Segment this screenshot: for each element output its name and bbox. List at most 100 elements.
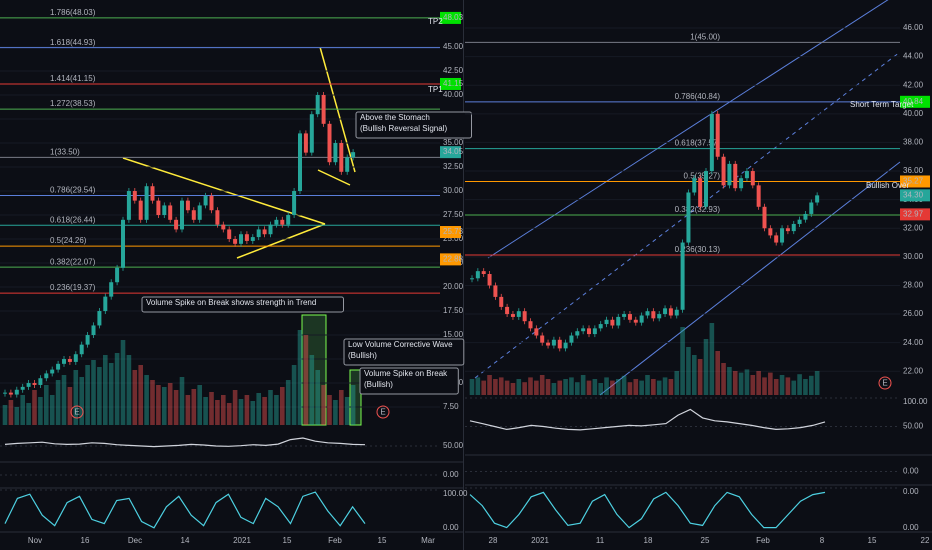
- volume-bar: [580, 375, 586, 395]
- fib-label: 1(45.00): [690, 32, 720, 41]
- volume-bar: [38, 397, 43, 425]
- volume-bar: [732, 371, 738, 395]
- price-tag: [900, 208, 930, 221]
- volume-bar: [209, 392, 214, 425]
- volume-bar: [61, 375, 67, 425]
- volume-bar: [773, 379, 779, 395]
- volume-bar: [339, 390, 344, 425]
- y-tick-label: 28.00: [903, 281, 924, 290]
- volume-bar: [692, 355, 697, 395]
- volume-bar: [132, 370, 138, 425]
- volume-bar: [226, 403, 232, 425]
- volume-bar: [221, 395, 226, 425]
- y-tick-label: 30.00: [443, 186, 464, 195]
- volume-bar: [656, 380, 662, 395]
- volume-bar: [309, 355, 315, 425]
- note-text: TP1: [428, 85, 443, 94]
- price-tag-label: 34.05: [443, 147, 464, 156]
- y-tick-label: 26.00: [903, 309, 924, 318]
- note-box: [355, 111, 472, 139]
- volume-bar: [563, 379, 568, 395]
- volume-bar: [487, 375, 492, 395]
- volume-bar: [779, 375, 785, 395]
- fib-label: 0.236(30.13): [675, 245, 721, 254]
- note-text: Above the Stomach: [360, 113, 430, 122]
- volume-bar: [516, 379, 522, 395]
- volume-bar: [575, 382, 580, 395]
- volume-bar: [610, 380, 615, 395]
- volume-bar: [333, 400, 338, 425]
- y-tick-label: 30.00: [903, 252, 924, 261]
- x-tick-label: 15: [283, 536, 292, 545]
- volume-bar: [185, 395, 191, 425]
- volume-bar: [297, 330, 303, 425]
- volume-bar: [315, 370, 320, 425]
- volume-bar: [250, 401, 256, 425]
- y-tick-label: 20.00: [443, 282, 464, 291]
- fib-label: 1.618(44.93): [50, 38, 96, 47]
- volume-bar: [144, 375, 149, 425]
- y-tick-label: 22.00: [903, 366, 924, 375]
- osc-tick-label: 0.00: [903, 487, 919, 496]
- osc-line: [4, 437, 366, 448]
- volume-bar: [686, 347, 691, 395]
- volume-bar: [191, 389, 197, 425]
- fib-label: 0.5(24.26): [50, 236, 87, 245]
- earnings-marker: [878, 376, 892, 390]
- fib-label: 0.786(29.54): [50, 186, 96, 195]
- osc-line: [469, 491, 826, 529]
- volume-bar: [809, 375, 814, 395]
- volume-bar: [475, 377, 481, 395]
- volume-bar: [534, 380, 539, 395]
- volume-bar: [20, 395, 25, 425]
- x-tick-label: Feb: [756, 536, 770, 545]
- volume-bar: [639, 380, 644, 395]
- volume-bar: [645, 375, 650, 395]
- volume-bar: [721, 363, 726, 395]
- price-tag-label: 32.97: [903, 209, 924, 218]
- fib-label: 0.382(32.93): [675, 205, 721, 214]
- volume-bar: [14, 407, 20, 425]
- x-tick-label: 16: [81, 536, 90, 545]
- note-text: (Bullish): [348, 351, 377, 360]
- volume-bar: [291, 365, 297, 425]
- fib-label: 0.618(37.57): [675, 139, 721, 148]
- volume-bar: [156, 385, 161, 425]
- volume-bar: [744, 369, 750, 395]
- volume-bar: [504, 380, 510, 395]
- volume-bar: [633, 379, 639, 395]
- x-tick-label: Nov: [28, 536, 42, 545]
- y-tick-label: 40.00: [443, 90, 464, 99]
- volume-bar: [586, 380, 592, 395]
- volume-bar: [627, 382, 633, 395]
- volume-bar: [350, 385, 356, 425]
- note-box: [343, 338, 465, 366]
- volume-bar: [668, 379, 674, 395]
- note-text: Bullish Over: [866, 181, 909, 190]
- volume-bar: [197, 385, 202, 425]
- volume-bar: [604, 377, 609, 395]
- fib-label: 0.236(19.37): [50, 283, 96, 292]
- volume-bar: [126, 355, 132, 425]
- x-tick-label: Dec: [128, 536, 142, 545]
- note-box: [359, 367, 459, 395]
- volume-bar: [173, 390, 179, 425]
- price-tag-label: 34.30: [903, 190, 924, 199]
- y-tick-label: 36.00: [903, 166, 924, 175]
- note-text: Volume Spike on Break: [364, 369, 448, 378]
- price-tag: [440, 146, 461, 159]
- volume-bar: [481, 380, 486, 395]
- volume-bar: [167, 383, 173, 425]
- x-tick-label: 15: [378, 536, 387, 545]
- volume-bar: [97, 367, 102, 425]
- x-tick-label: 18: [644, 536, 653, 545]
- x-tick-label: 22: [921, 536, 930, 545]
- y-tick-label: 42.50: [443, 66, 464, 75]
- volume-bar: [85, 365, 90, 425]
- price-tag-label: 35.27: [903, 177, 924, 186]
- x-tick-label: Feb: [328, 536, 342, 545]
- price-tag: [440, 253, 461, 266]
- y-tick-label: 24.00: [903, 338, 924, 347]
